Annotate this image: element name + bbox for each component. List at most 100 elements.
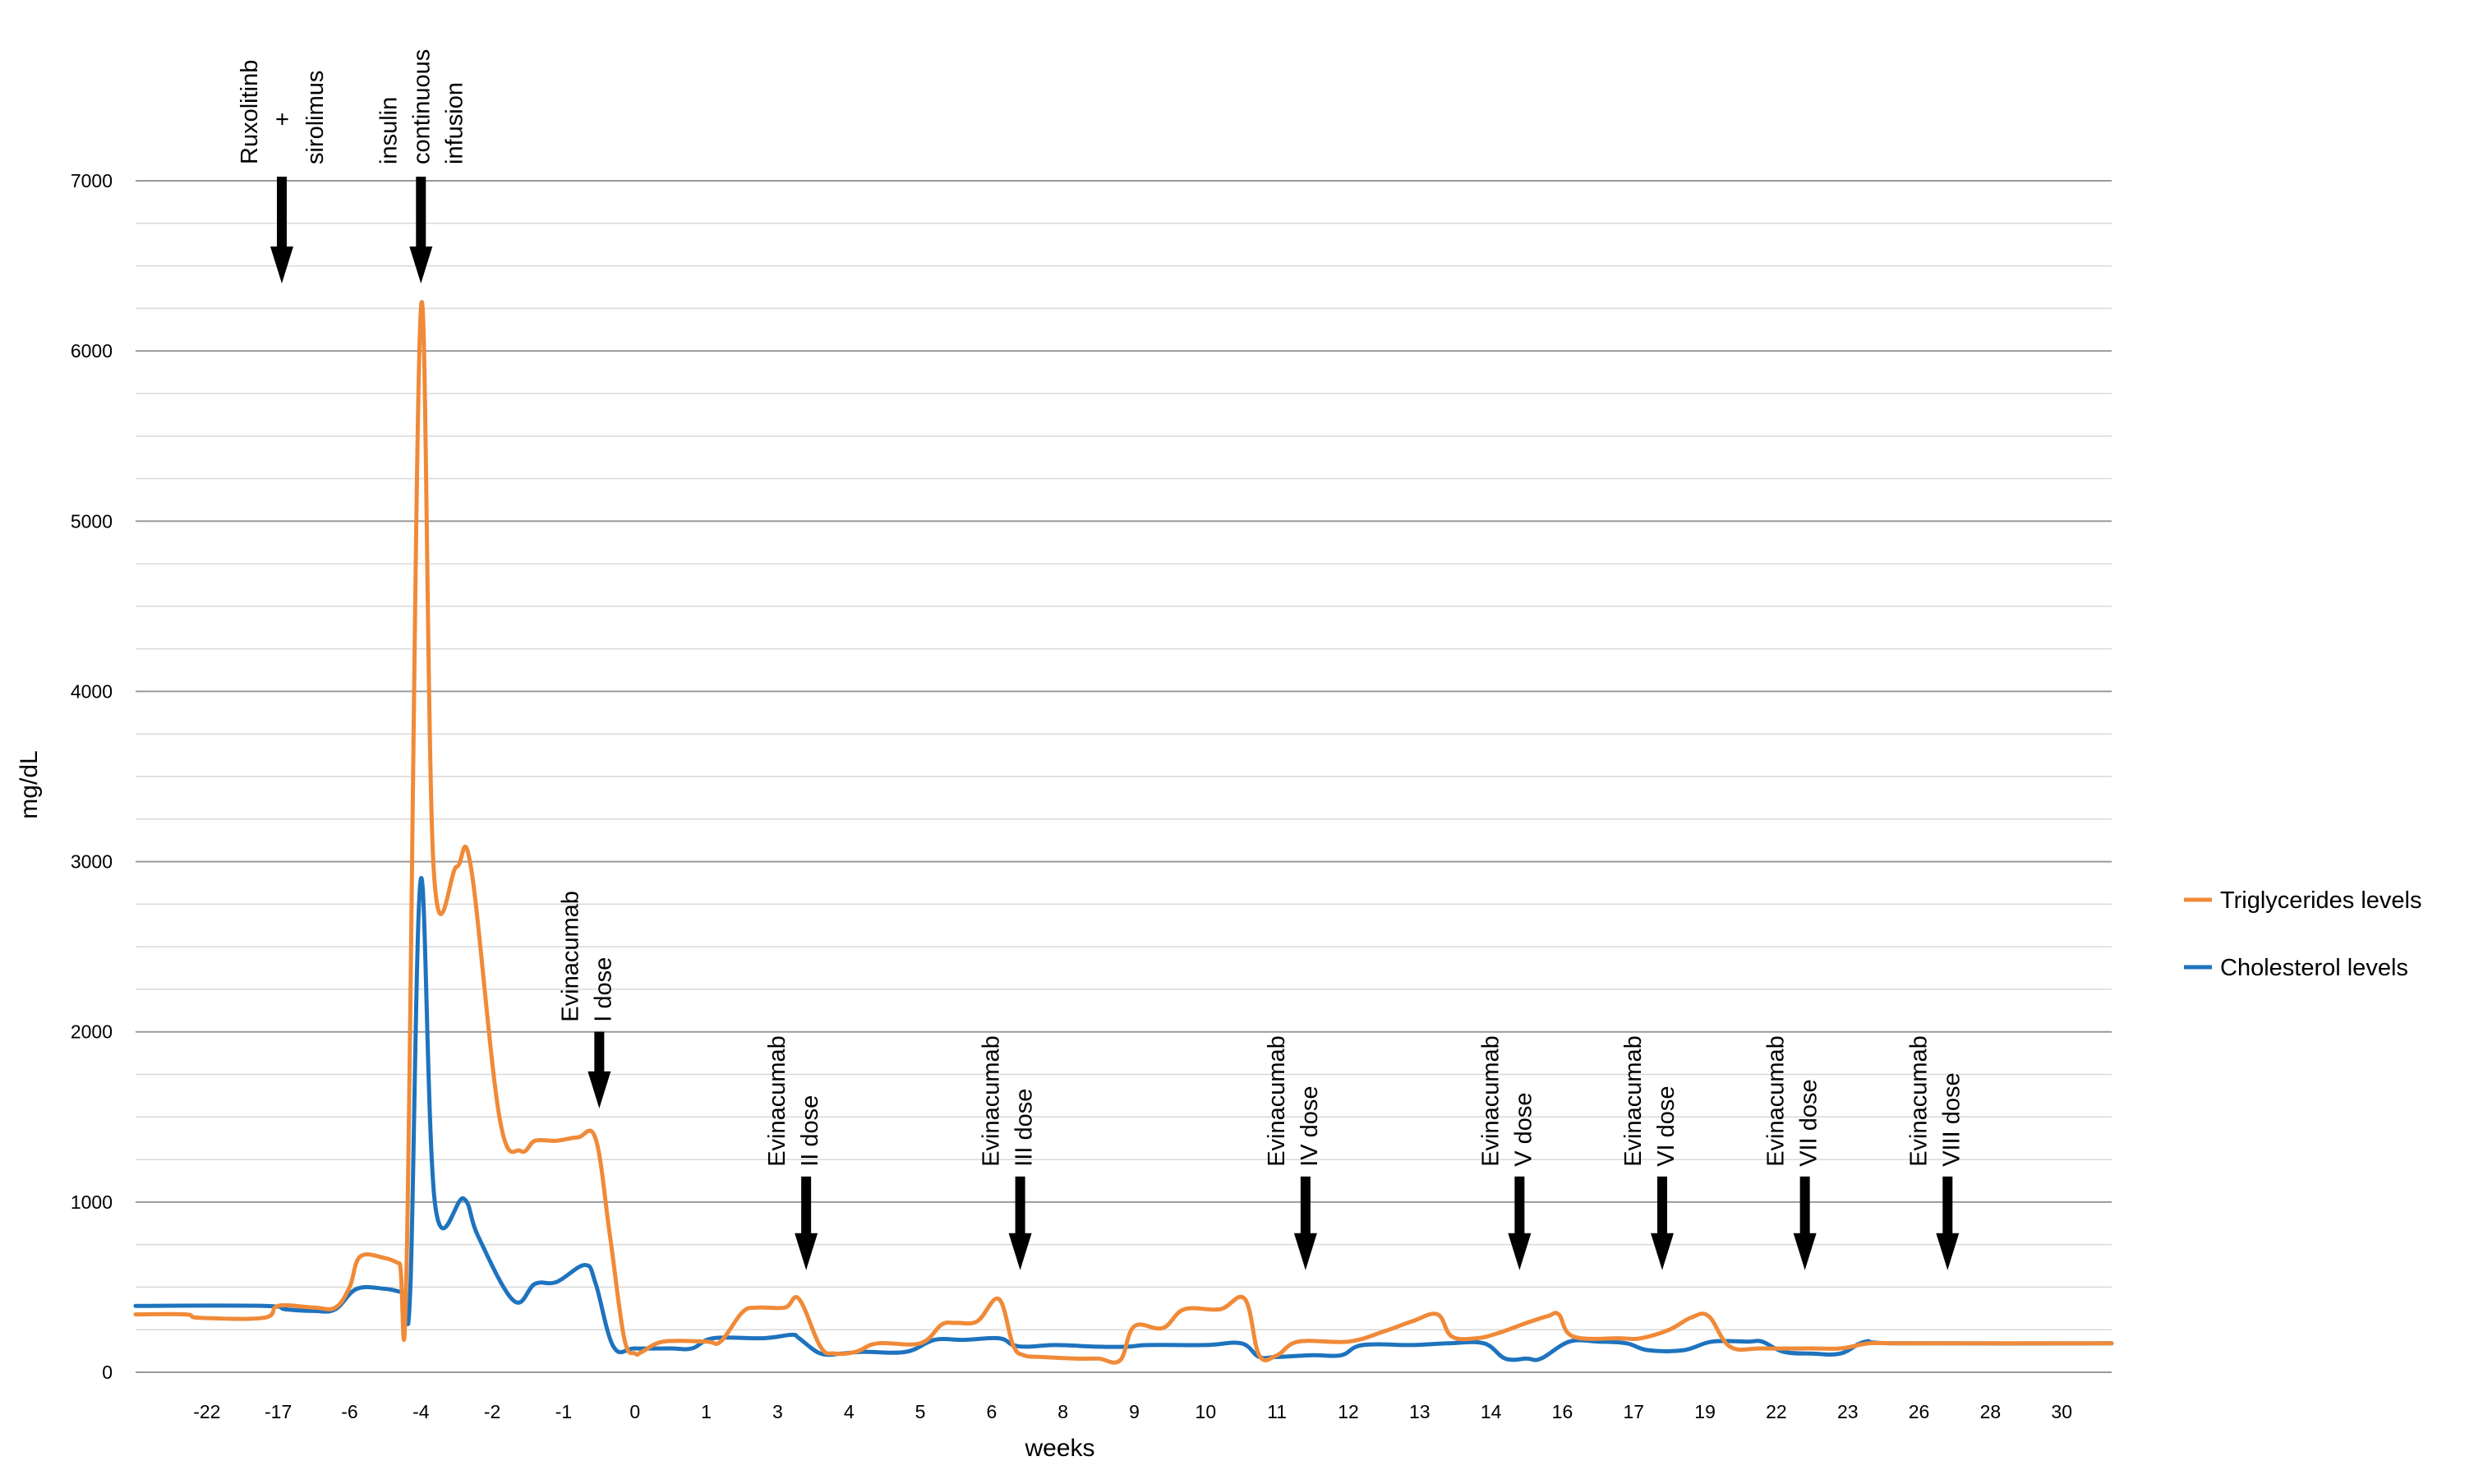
- y-axis: 0 1000 2000 3000 4000 5000 6000 7000: [71, 170, 113, 1383]
- legend-label-cholesterol: Cholesterol levels: [2220, 955, 2408, 981]
- x-tick-label: -2: [484, 1401, 500, 1422]
- x-tick-label: 9: [1129, 1401, 1140, 1422]
- y-tick-label: 7000: [71, 170, 113, 191]
- x-tick-label: 28: [1980, 1401, 2002, 1422]
- triglycerides-line: [133, 300, 2114, 1365]
- annotation-label: VII dose: [1796, 1079, 1822, 1166]
- annotation-arrow: Evinacumab V dose: [1477, 1035, 1536, 1270]
- x-axis: -22 -17 -6 -4 -2 -1 0 1 3 4 5 6 8 9 10 11 12 13 14 16 17 19 22…: [193, 1401, 2072, 1422]
- x-tick-label: 17: [1623, 1401, 1644, 1422]
- y-tick-label: 6000: [71, 340, 113, 362]
- annotation-label: I dose: [590, 957, 616, 1022]
- annotation-arrow: Ruxolitinb + sirolimus: [237, 60, 329, 283]
- arrow-shaft: [1942, 1176, 1953, 1237]
- arrow-shaft: [594, 1031, 605, 1076]
- x-tick-label: 12: [1338, 1401, 1359, 1422]
- annotation-label: insulin: [375, 97, 402, 164]
- x-tick-label: 0: [629, 1401, 640, 1422]
- annotation-label: IV dose: [1297, 1085, 1323, 1166]
- arrow-shaft: [801, 1176, 812, 1237]
- annotation-label: III dose: [1011, 1089, 1038, 1167]
- annotation-arrow: Evinacumab VII dose: [1763, 1035, 1822, 1270]
- arrow-shaft: [1514, 1176, 1525, 1237]
- cholesterol-line: [133, 876, 2114, 1362]
- x-tick-label: 22: [1766, 1401, 1787, 1422]
- arrow-shaft: [1015, 1176, 1025, 1237]
- annotation-arrow: Evinacumab I dose: [557, 891, 616, 1108]
- x-tick-label: -17: [265, 1401, 292, 1422]
- annotation-label: Evinacumab: [1477, 1035, 1504, 1167]
- x-axis-title: weeks: [1024, 1435, 1094, 1462]
- series-lines: [133, 300, 2114, 1365]
- y-tick-label: 3000: [71, 851, 113, 873]
- annotation-label: VIII dose: [1938, 1072, 1965, 1166]
- arrow-head: [795, 1233, 818, 1270]
- annotation-label: +: [270, 113, 296, 127]
- arrow-shaft: [1799, 1176, 1810, 1237]
- x-tick-label: 11: [1267, 1401, 1287, 1422]
- annotation-label: Evinacumab: [979, 1035, 1005, 1167]
- y-axis-title: mg/dL: [16, 750, 43, 818]
- legend-label-triglycerides: Triglycerides levels: [2220, 887, 2422, 914]
- arrow-head: [1008, 1233, 1032, 1270]
- annotation-label: sirolimus: [302, 71, 329, 164]
- x-tick-label: 10: [1196, 1401, 1217, 1422]
- annotation-label: Evinacumab: [764, 1035, 790, 1167]
- y-tick-label: 4000: [71, 680, 113, 702]
- arrow-head: [1793, 1233, 1817, 1270]
- annotation-arrow: Evinacumab VI dose: [1620, 1035, 1679, 1270]
- annotation-label: Evinacumab: [557, 891, 583, 1022]
- annotation-arrow: Evinacumab III dose: [979, 1035, 1038, 1270]
- x-tick-label: -6: [341, 1401, 357, 1422]
- arrow-shaft: [1657, 1176, 1668, 1237]
- annotation-label: II dose: [797, 1095, 823, 1167]
- legend: Triglycerides levels Cholesterol levels: [2184, 887, 2422, 981]
- x-tick-label: -22: [193, 1401, 220, 1422]
- y-tick-label: 0: [102, 1362, 113, 1383]
- gridlines: [136, 180, 2112, 1373]
- annotation-label: Ruxolitinb: [237, 60, 263, 164]
- annotation-label: Evinacumab: [1905, 1035, 1932, 1167]
- x-tick-label: 23: [1837, 1401, 1859, 1422]
- annotation-label: continuous: [408, 49, 435, 164]
- x-tick-label: 30: [2051, 1401, 2072, 1422]
- annotation-label: Evinacumab: [1763, 1035, 1790, 1167]
- annotation-arrow: Evinacumab VIII dose: [1905, 1035, 1965, 1270]
- y-tick-label: 1000: [71, 1191, 113, 1213]
- arrow-shaft: [276, 177, 287, 251]
- arrow-shaft: [1300, 1176, 1311, 1237]
- x-tick-label: 5: [915, 1401, 926, 1422]
- x-tick-label: 13: [1409, 1401, 1430, 1422]
- x-tick-label: 6: [986, 1401, 997, 1422]
- annotation-arrow: insulin continuous infusion: [375, 49, 468, 283]
- arrow-head: [1508, 1233, 1532, 1270]
- y-tick-label: 2000: [71, 1021, 113, 1043]
- annotation-label: Evinacumab: [1264, 1035, 1290, 1167]
- x-tick-label: 1: [701, 1401, 712, 1422]
- x-tick-label: 14: [1481, 1401, 1502, 1422]
- arrow-shaft: [416, 177, 426, 251]
- annotation-label: Evinacumab: [1620, 1035, 1647, 1167]
- annotation-label: infusion: [441, 82, 468, 164]
- x-tick-label: -1: [555, 1401, 572, 1422]
- arrow-head: [587, 1071, 611, 1108]
- annotations: Ruxolitinb + sirolimus insulin continuous inf…: [237, 49, 1965, 1270]
- arrow-head: [409, 247, 433, 283]
- arrow-head: [270, 247, 293, 283]
- annotation-arrow: Evinacumab IV dose: [1264, 1035, 1323, 1270]
- x-tick-label: 19: [1694, 1401, 1716, 1422]
- x-tick-label: 16: [1552, 1401, 1573, 1422]
- arrow-head: [1936, 1233, 1960, 1270]
- annotation-arrow: Evinacumab II dose: [764, 1035, 823, 1270]
- x-tick-label: 26: [1909, 1401, 1930, 1422]
- x-tick-label: -4: [412, 1401, 430, 1422]
- annotation-label: V dose: [1510, 1092, 1536, 1166]
- arrow-head: [1651, 1233, 1675, 1270]
- x-tick-label: 4: [844, 1401, 855, 1422]
- x-tick-label: 8: [1057, 1401, 1068, 1422]
- arrow-head: [1293, 1233, 1317, 1270]
- x-tick-label: 3: [772, 1401, 783, 1422]
- annotation-label: VI dose: [1653, 1085, 1679, 1166]
